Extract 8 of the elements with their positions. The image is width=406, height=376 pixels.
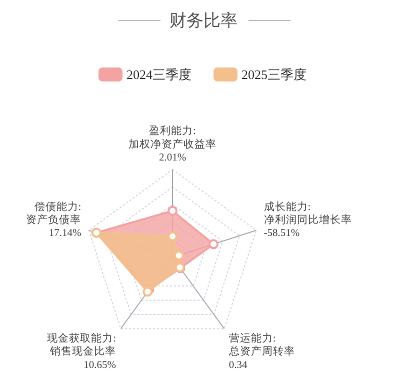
legend-label: 2024三季度 [126, 67, 192, 82]
spoke-label: 盈利能力: 加权净资产收益率 2.01% [128, 124, 216, 164]
spoke-label: 偿债能力: 资产负债率 17.14% [26, 200, 82, 240]
chart-title: 财务比率 [170, 11, 238, 30]
legend-label: 2025三季度 [242, 67, 306, 82]
spoke-label: 成长能力: 净利润同比增长率 -58.51% [264, 200, 352, 240]
spoke-label: 营运能力: 总资产周转率 0.34 [228, 332, 295, 371]
spoke-label: 现金获取能力: 销售现金比率 10.65% [47, 332, 116, 371]
